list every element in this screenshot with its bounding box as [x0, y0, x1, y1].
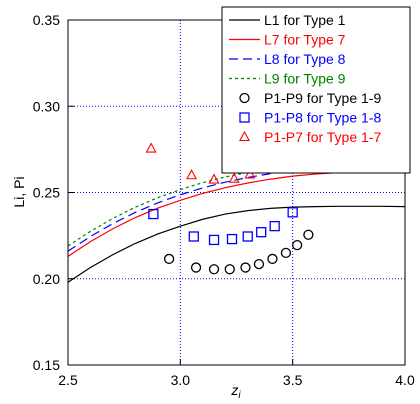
legend-entry: L7 for Type 7 [229, 32, 346, 48]
legend-label: P1-P9 for Type 1-9 [264, 90, 381, 106]
legend: L1 for Type 1 L7 for Type 7 L8 for Type 8 L… [221, 6, 411, 174]
legend-marker-square [239, 112, 250, 123]
data-point-circle [267, 253, 278, 265]
y-tick-label: 0.30 [33, 98, 60, 114]
legend-entry: P1-P7 for Type 1-7 [238, 129, 381, 145]
data-point-square [242, 231, 253, 242]
x-tick-label: 4.0 [395, 372, 415, 388]
data-point-square [188, 231, 199, 242]
legend-entry: P1-P8 for Type 1-8 [239, 110, 381, 126]
data-point-circle [240, 262, 251, 273]
data-point-circle [224, 264, 235, 275]
y-tick-label: 0.20 [33, 271, 60, 287]
x-axis-title: zi [230, 382, 241, 401]
x-axis-title-main: z [230, 382, 238, 398]
y-tick-labels: 0.15 0.20 0.25 0.30 0.35 [33, 12, 60, 373]
legend-label: P1-P7 for Type 1-7 [264, 129, 381, 145]
data-point-square [148, 208, 159, 220]
y-tick-label: 0.35 [33, 12, 60, 28]
data-point-triangle [228, 172, 240, 183]
data-point-circle [303, 229, 314, 240]
data-point-triangle [186, 169, 198, 180]
x-tick-label: 2.5 [58, 372, 78, 388]
data-point-triangle [208, 173, 220, 184]
data-point-circle [190, 262, 202, 273]
data-point-square [226, 233, 238, 245]
y-tick-label: 0.25 [33, 185, 60, 201]
data-point-triangle [145, 142, 157, 153]
data-point-triangle [244, 168, 256, 179]
legend-label: L8 for Type 8 [264, 51, 346, 67]
x-tick-label: 3.5 [283, 372, 303, 388]
legend-entry: P1-P9 for Type 1-9 [239, 90, 381, 106]
legend-label: L7 for Type 7 [264, 32, 346, 48]
data-point-circle [253, 258, 265, 270]
x-axis-title-sub: i [238, 390, 241, 401]
x-tick-labels: 2.5 3.0 3.5 4.0 [58, 372, 415, 388]
legend-label: L1 for Type 1 [264, 12, 346, 28]
x-tick-label: 3.0 [171, 372, 191, 388]
data-point-circle [292, 239, 303, 251]
data-point-square [208, 234, 220, 246]
data-point-square [287, 207, 298, 218]
legend-label: L9 for Type 9 [264, 71, 346, 87]
legend-entry: L1 for Type 1 [229, 12, 346, 28]
legend-entry: L9 for Type 9 [229, 71, 346, 87]
y-axis-title: Li, Pi [11, 176, 27, 207]
axis-ticks [67, 19, 406, 366]
legend-entry: L8 for Type 8 [229, 51, 346, 67]
y-tick-label: 0.15 [33, 357, 60, 373]
legend-box [221, 6, 411, 174]
data-point-square [256, 227, 267, 238]
data-point-square [269, 220, 280, 232]
series-line-1 [67, 205, 406, 283]
data-point-circle [163, 253, 175, 265]
data-point-circle [280, 247, 292, 259]
legend-marker-circle [239, 92, 250, 104]
legend-label: P1-P8 for Type 1-8 [264, 110, 381, 126]
legend-marker-triangle [238, 130, 251, 142]
data-point-circle [208, 264, 220, 275]
